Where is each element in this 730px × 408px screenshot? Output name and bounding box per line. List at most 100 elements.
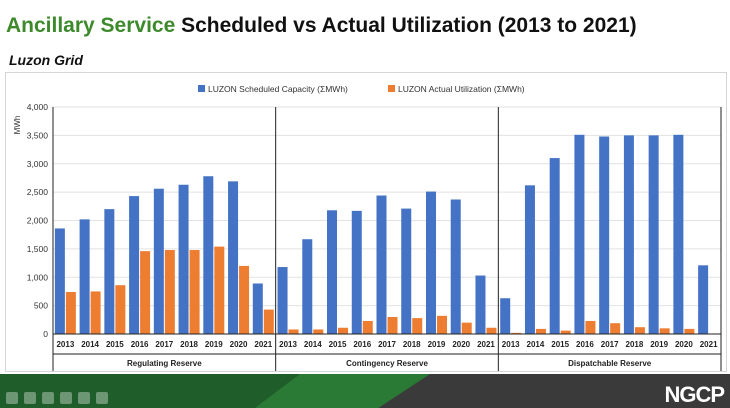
ngcp-logo: NGCP bbox=[664, 382, 725, 407]
bar bbox=[461, 322, 472, 334]
legend-swatch bbox=[388, 85, 395, 92]
next-icon[interactable] bbox=[42, 392, 54, 404]
x-tick-label: 2020 bbox=[230, 340, 248, 349]
bar bbox=[288, 329, 299, 334]
more-icon[interactable] bbox=[96, 392, 108, 404]
bar bbox=[228, 181, 239, 334]
chart-svg: 0 500 1,000 1,500 2,000 2,500 3,000 3,500 4,000 M… bbox=[13, 84, 722, 371]
footer-stripe-dark bbox=[0, 374, 300, 408]
y-tick-label: 1,000 bbox=[27, 272, 49, 282]
bar bbox=[164, 250, 175, 334]
bar bbox=[263, 309, 274, 334]
footer-bar bbox=[0, 374, 730, 408]
x-tick-label: 2018 bbox=[403, 340, 421, 349]
bar bbox=[115, 285, 126, 334]
x-tick-label: 2016 bbox=[353, 340, 371, 349]
x-tick-label: 2020 bbox=[452, 340, 470, 349]
x-tick-label: 2015 bbox=[329, 340, 347, 349]
y-axis-label: MWh bbox=[13, 116, 22, 135]
bar bbox=[560, 330, 571, 334]
y-tick-label: 2,500 bbox=[27, 187, 49, 197]
x-tick-label: 2021 bbox=[254, 340, 272, 349]
bar bbox=[362, 320, 373, 334]
bar bbox=[376, 195, 387, 334]
bar bbox=[54, 228, 65, 334]
y-tick-label: 1,500 bbox=[27, 244, 49, 254]
bar bbox=[425, 191, 436, 334]
play-icon[interactable] bbox=[24, 392, 36, 404]
bar bbox=[623, 135, 634, 334]
x-tick-label: 2014 bbox=[304, 340, 322, 349]
x-tick-label: 2021 bbox=[700, 340, 718, 349]
bar bbox=[511, 332, 522, 334]
edit-icon[interactable] bbox=[78, 392, 90, 404]
bar bbox=[500, 298, 511, 334]
bar bbox=[401, 208, 412, 334]
x-tick-label: 2019 bbox=[428, 340, 446, 349]
group-label: Dispatchable Reserve bbox=[568, 359, 652, 368]
bar bbox=[549, 158, 560, 334]
x-tick-label: 2016 bbox=[576, 340, 594, 349]
bar bbox=[475, 275, 486, 334]
slide-title: Ancillary Service Scheduled vs Actual Ut… bbox=[6, 14, 637, 38]
legend-label: LUZON Scheduled Capacity (ΣMWh) bbox=[208, 84, 348, 94]
bar bbox=[203, 176, 214, 334]
x-tick-label: 2015 bbox=[551, 340, 569, 349]
x-tick-label: 2017 bbox=[601, 340, 619, 349]
bar bbox=[129, 196, 140, 334]
bar bbox=[277, 267, 288, 334]
bar bbox=[610, 323, 621, 334]
x-tick-label: 2017 bbox=[378, 340, 396, 349]
bar bbox=[648, 135, 659, 334]
x-tick-label: 2013 bbox=[279, 340, 297, 349]
x-tick-label: 2014 bbox=[527, 340, 545, 349]
bar bbox=[104, 209, 115, 334]
x-tick-label: 2019 bbox=[205, 340, 223, 349]
bar bbox=[634, 327, 645, 334]
bar bbox=[574, 134, 585, 334]
x-tick-label: 2020 bbox=[675, 340, 693, 349]
bar bbox=[535, 328, 546, 334]
chart-frame: 0 500 1,000 1,500 2,000 2,500 3,000 3,500 4,000 M… bbox=[5, 72, 727, 372]
group-label: Contingency Reserve bbox=[346, 359, 428, 368]
bar bbox=[239, 265, 250, 334]
bar bbox=[178, 184, 189, 334]
bar bbox=[524, 185, 535, 334]
bar bbox=[351, 210, 362, 334]
group-label: Regulating Reserve bbox=[127, 359, 202, 368]
presentation-controls bbox=[6, 392, 108, 404]
bar bbox=[387, 316, 398, 334]
x-tick-label: 2015 bbox=[106, 340, 124, 349]
x-tick-label: 2021 bbox=[477, 340, 495, 349]
slide-subtitle: Luzon Grid bbox=[9, 52, 83, 68]
x-tick-label: 2016 bbox=[131, 340, 149, 349]
y-tick-label: 2,000 bbox=[27, 216, 49, 226]
bar bbox=[450, 199, 461, 334]
x-tick-label: 2019 bbox=[650, 340, 668, 349]
x-tick-label: 2017 bbox=[155, 340, 173, 349]
bar bbox=[673, 134, 684, 334]
prev-icon[interactable] bbox=[6, 392, 18, 404]
bar bbox=[214, 246, 225, 334]
bar bbox=[659, 328, 670, 334]
y-tick-label: 3,500 bbox=[27, 130, 49, 140]
y-tick-label: 500 bbox=[34, 301, 48, 311]
slide-title-rest: Scheduled vs Actual Utilization (2013 to… bbox=[175, 14, 637, 37]
x-tick-label: 2018 bbox=[180, 340, 198, 349]
bar bbox=[79, 219, 90, 334]
bar bbox=[189, 250, 200, 334]
x-tick-label: 2014 bbox=[81, 340, 99, 349]
x-tick-label: 2018 bbox=[626, 340, 644, 349]
y-tick-label: 4,000 bbox=[27, 102, 49, 112]
bar bbox=[338, 327, 349, 334]
bar bbox=[140, 251, 151, 334]
bar bbox=[327, 210, 338, 334]
bar bbox=[90, 291, 101, 334]
legend-swatch bbox=[198, 85, 205, 92]
y-tick-label: 0 bbox=[43, 329, 48, 339]
bar bbox=[698, 265, 709, 334]
bar bbox=[599, 136, 610, 334]
legend-label: LUZON Actual Utilization (ΣMWh) bbox=[398, 84, 525, 94]
copy-icon[interactable] bbox=[60, 392, 72, 404]
slide-title-accent: Ancillary Service bbox=[6, 14, 176, 37]
